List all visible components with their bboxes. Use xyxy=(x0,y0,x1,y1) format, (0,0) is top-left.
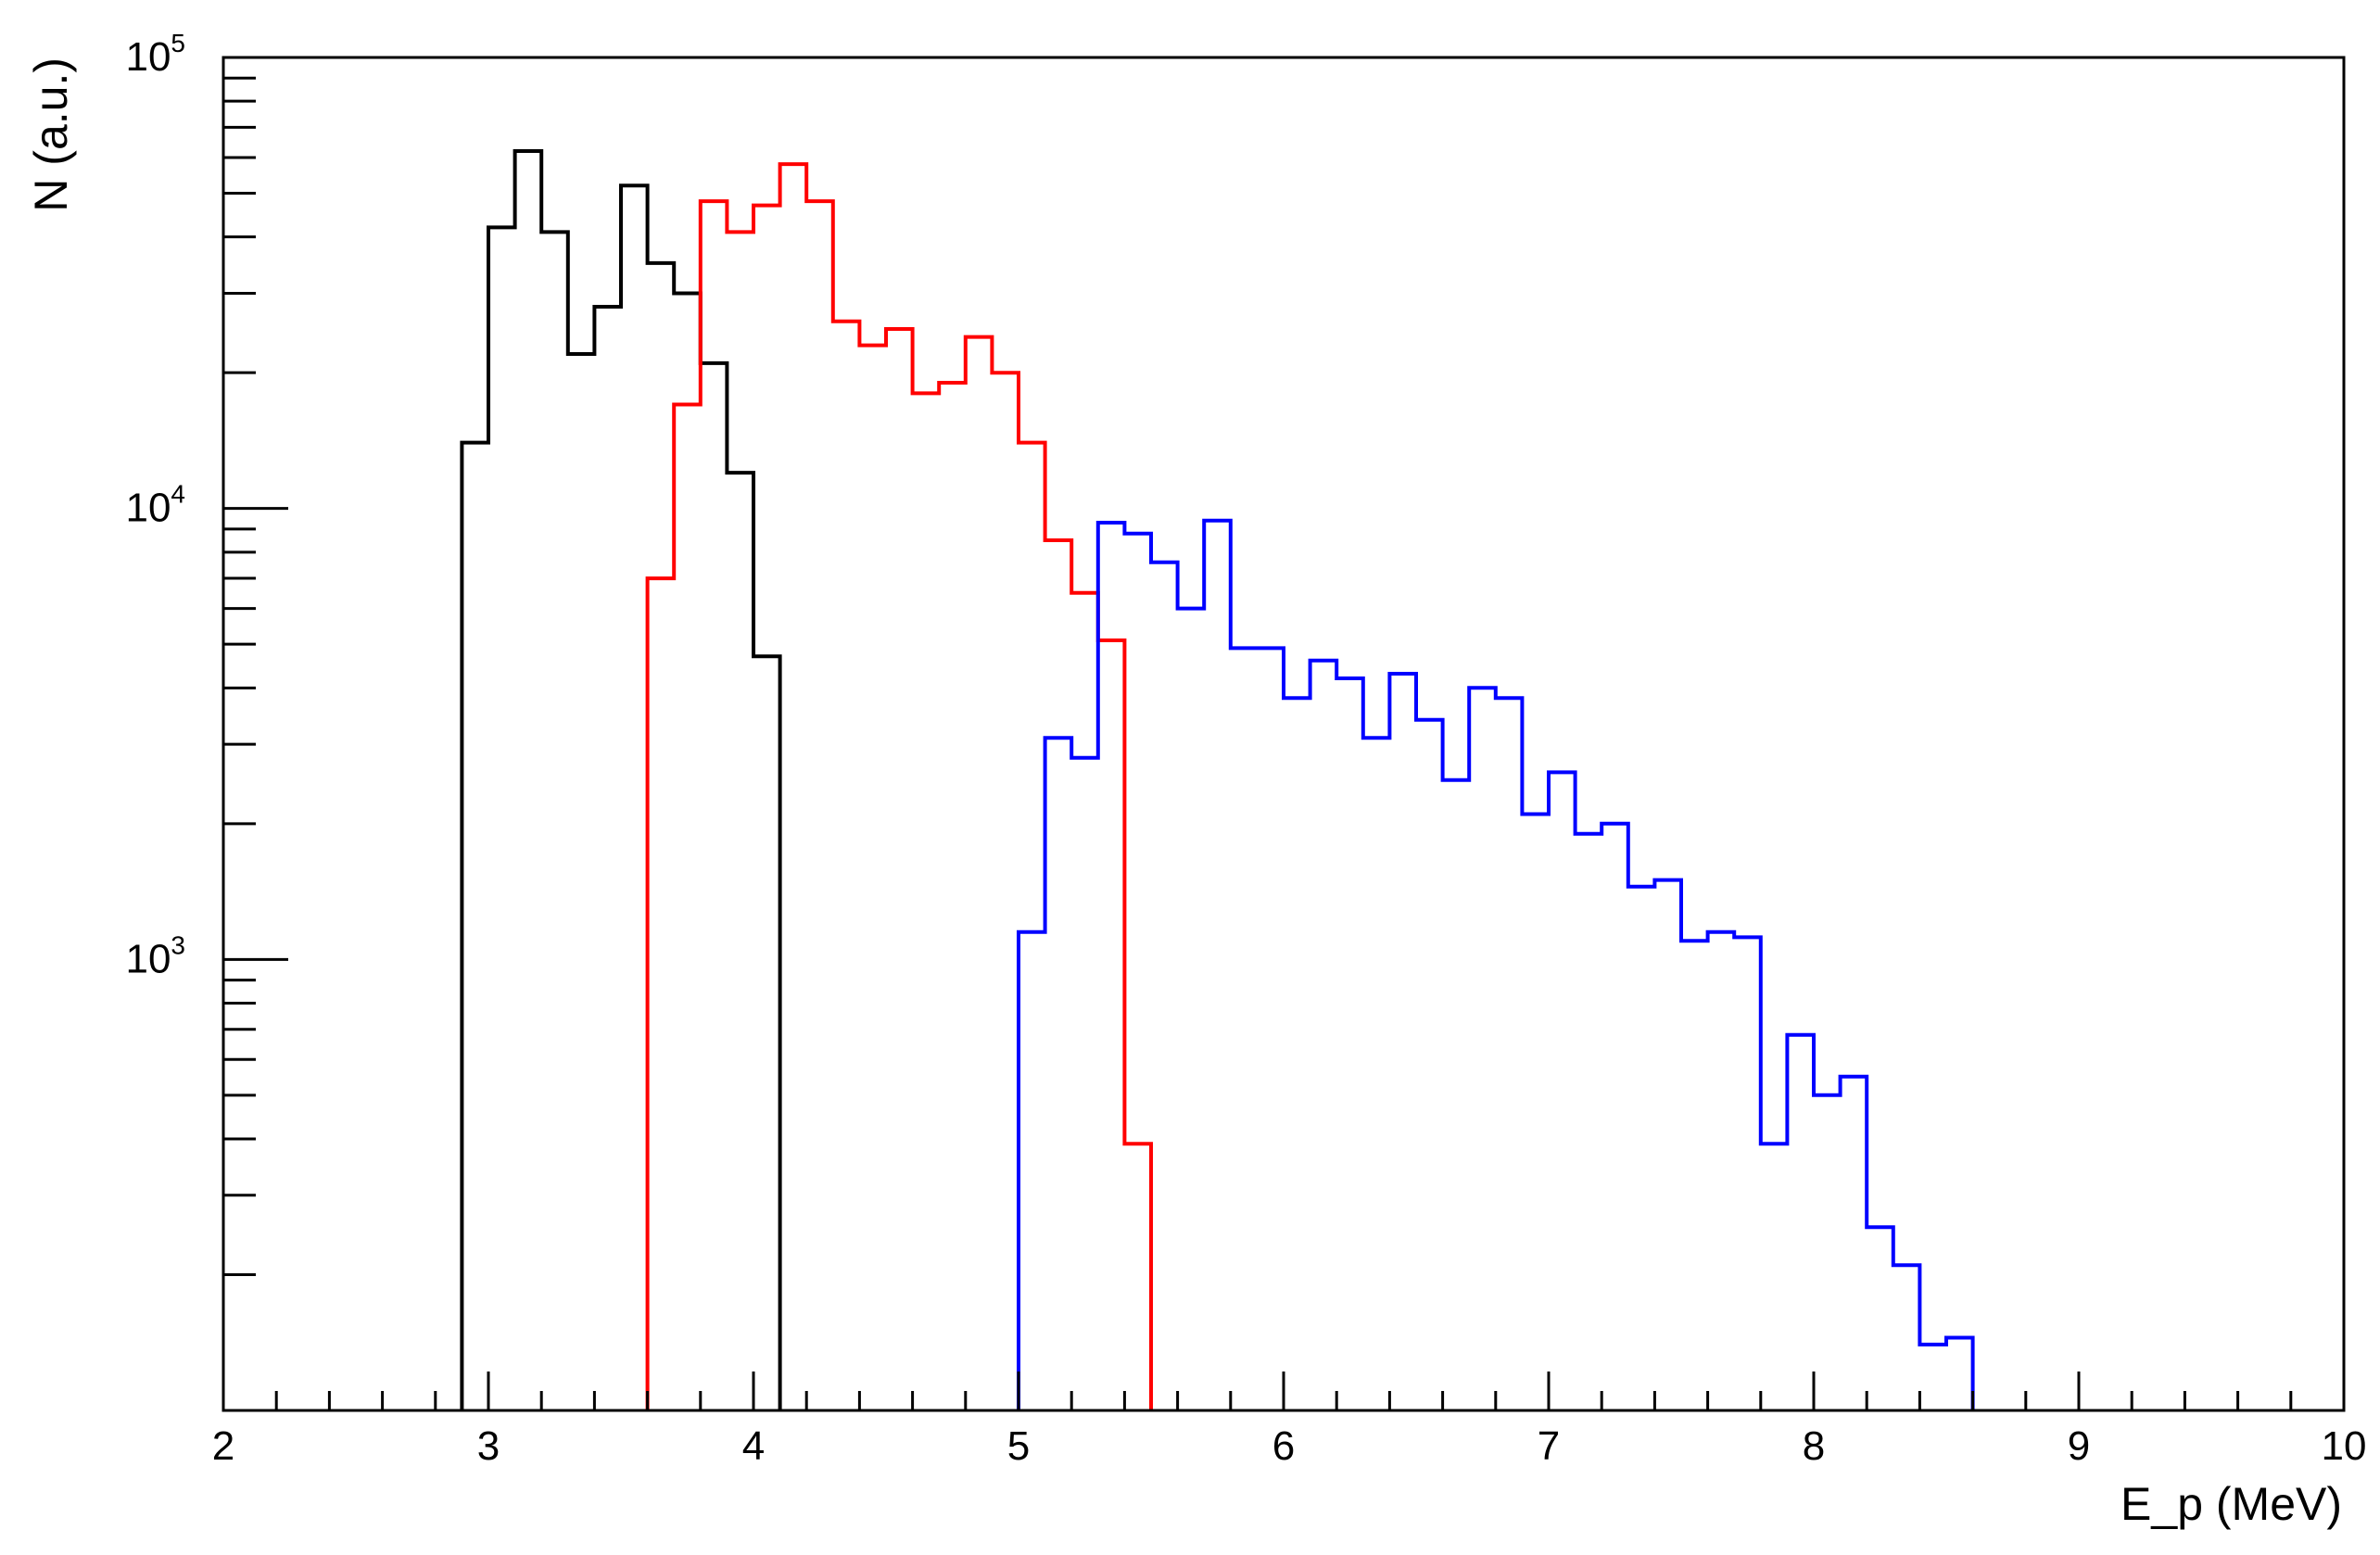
x-tick-label: 3 xyxy=(477,1423,500,1469)
y-tick-label: 105 xyxy=(125,29,185,80)
x-tick-label: 10 xyxy=(2322,1423,2367,1469)
series-1-line xyxy=(460,149,782,1410)
series-layer xyxy=(460,149,1975,1410)
series-2-line xyxy=(645,162,1153,1410)
series-3-line xyxy=(1017,518,1975,1410)
x-tick-label: 5 xyxy=(1007,1423,1030,1469)
x-tick-label: 4 xyxy=(742,1423,765,1469)
x-tick-label: 9 xyxy=(2068,1423,2090,1469)
x-tick-label: 8 xyxy=(1803,1423,1825,1469)
x-tick-label: 7 xyxy=(1538,1423,1560,1469)
x-axis-label: E_p (MeV) xyxy=(2120,1478,2342,1530)
labels-layer: 2 3 4 5 6 7 8 9 10 103 104 105 xyxy=(125,29,2366,1469)
plot-frame xyxy=(222,56,2346,1412)
x-tick-label: 2 xyxy=(212,1423,234,1469)
x-tick-label: 6 xyxy=(1272,1423,1295,1469)
y-tick-label: 104 xyxy=(125,480,185,531)
y-tick-label: 103 xyxy=(125,930,185,981)
y-axis-label: N (a.u.) xyxy=(25,57,77,212)
